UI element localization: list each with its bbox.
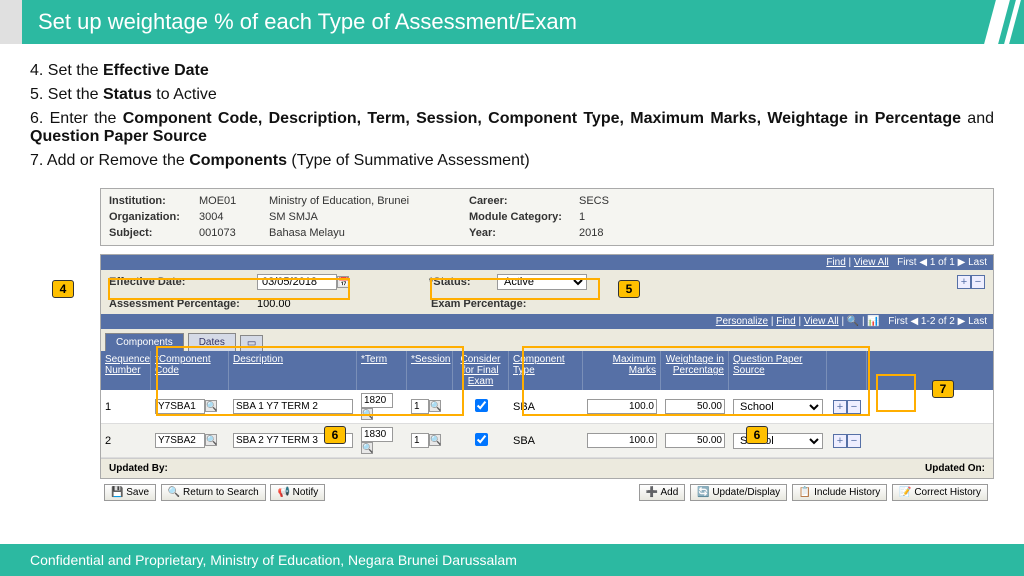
app-screenshot: Institution:MOE01 Ministry of Education,… [100, 188, 994, 498]
term-input[interactable] [361, 393, 393, 408]
col-seq[interactable]: Sequence Number [101, 351, 151, 390]
consider-checkbox[interactable] [475, 433, 488, 446]
component-code-input[interactable] [155, 433, 205, 448]
lookup-icon[interactable]: 🔍 [205, 400, 217, 412]
callout-6a: 6 [324, 426, 346, 444]
add-component-icon[interactable]: + [833, 400, 847, 414]
assess-pct-label: Assessment Percentage: [109, 298, 249, 310]
col-wgt[interactable]: Weightage in Percentage [661, 351, 729, 390]
remove-row-icon[interactable]: − [971, 275, 985, 289]
table-row: 2🔍🔍🔍SBASchool+− [101, 424, 993, 458]
find-link[interactable]: Find [826, 257, 845, 268]
effective-date-row: Effective Date: 📅 *Status: Active + − [101, 270, 993, 294]
tab-bar: Components Dates ▭ [101, 329, 993, 351]
lookup-icon[interactable]: 🔍 [429, 434, 441, 446]
notify-button[interactable]: 📢 Notify [270, 484, 325, 501]
save-button[interactable]: 💾 Save [104, 484, 156, 501]
grid-toolbar-top: Find | View All First ◀ 1 of 1 ▶ Last [101, 255, 993, 270]
maxmarks-input[interactable] [587, 433, 657, 448]
col-code[interactable]: *Component Code [151, 351, 229, 390]
status-select[interactable]: Active [497, 274, 587, 290]
effdate-input[interactable] [257, 274, 337, 290]
weightage-input[interactable] [665, 399, 725, 414]
add-button[interactable]: ➕ Add [639, 484, 685, 501]
add-row-icon[interactable]: + [957, 275, 971, 289]
title-decoration [990, 0, 1024, 44]
viewall-link-2[interactable]: View All [804, 316, 839, 327]
col-cons[interactable]: Consider for Final Exam [453, 351, 509, 390]
assess-pct-value: 100.00 [257, 298, 337, 310]
callout-5: 5 [618, 280, 640, 298]
lookup-icon[interactable]: 🔍 [361, 408, 373, 420]
exam-pct-label: Exam Percentage: [431, 298, 551, 310]
lookup-icon[interactable]: 🔍 [205, 434, 217, 446]
tab-dates[interactable]: Dates [188, 333, 236, 351]
update-button[interactable]: 🔄 Update/Display [690, 484, 787, 501]
col-term[interactable]: *Term [357, 351, 407, 390]
include-history-button[interactable]: 📋 Include History [792, 484, 887, 501]
components-toolbar: Personalize | Find | View All | 🔍 | 📊 Fi… [101, 314, 993, 329]
page-title: Set up weightage % of each Type of Asses… [38, 9, 577, 35]
status-label: *Status: [429, 276, 489, 288]
grid-header: Sequence Number *Component Code Descript… [101, 351, 993, 390]
footer: Confidential and Proprietary, Ministry o… [0, 544, 1024, 576]
remove-component-icon[interactable]: − [847, 400, 861, 414]
viewall-link[interactable]: View All [854, 257, 889, 268]
maxmarks-input[interactable] [587, 399, 657, 414]
personalize-link[interactable]: Personalize [716, 316, 768, 327]
instructions: 4. Set the Effective Date 5. Set the Sta… [0, 44, 1024, 184]
add-component-icon[interactable]: + [833, 434, 847, 448]
table-row: 1🔍🔍🔍SBASchool+− [101, 390, 993, 424]
tab-components[interactable]: Components [105, 333, 184, 351]
return-button[interactable]: 🔍 Return to Search [161, 484, 266, 501]
qps-select[interactable]: School [733, 399, 823, 415]
col-sess[interactable]: *Session [407, 351, 453, 390]
updated-bar: Updated By: Updated On: [101, 458, 993, 478]
correct-history-button[interactable]: 📝 Correct History [892, 484, 988, 501]
tab-expand-icon[interactable]: ▭ [240, 335, 263, 351]
lookup-icon[interactable]: 🔍 [361, 442, 373, 454]
title-bar: Set up weightage % of each Type of Asses… [0, 0, 1024, 44]
description-input[interactable] [233, 399, 353, 414]
callout-6b: 6 [746, 426, 768, 444]
session-input[interactable] [411, 399, 429, 414]
lookup-icon[interactable]: 🔍 [429, 400, 441, 412]
info-panel: Institution:MOE01 Ministry of Education,… [100, 188, 994, 246]
col-qps[interactable]: Question Paper Source [729, 351, 827, 390]
component-code-input[interactable] [155, 399, 205, 414]
session-input[interactable] [411, 433, 429, 448]
col-desc[interactable]: Description [229, 351, 357, 390]
callout-4: 4 [52, 280, 74, 298]
consider-checkbox[interactable] [475, 399, 488, 412]
action-row: 💾 Save 🔍 Return to Search 📢 Notify ➕ Add… [100, 487, 994, 498]
term-input[interactable] [361, 427, 393, 442]
main-grid: Find | View All First ◀ 1 of 1 ▶ Last Ef… [100, 254, 994, 479]
col-max[interactable]: Maximum Marks [583, 351, 661, 390]
percentage-row: Assessment Percentage: 100.00 Exam Perce… [101, 294, 993, 314]
calendar-icon[interactable]: 📅 [337, 276, 349, 288]
find-link-2[interactable]: Find [776, 316, 795, 327]
col-type[interactable]: Component Type [509, 351, 583, 390]
weightage-input[interactable] [665, 433, 725, 448]
effdate-label: Effective Date: [109, 276, 249, 288]
remove-component-icon[interactable]: − [847, 434, 861, 448]
callout-7: 7 [932, 380, 954, 398]
